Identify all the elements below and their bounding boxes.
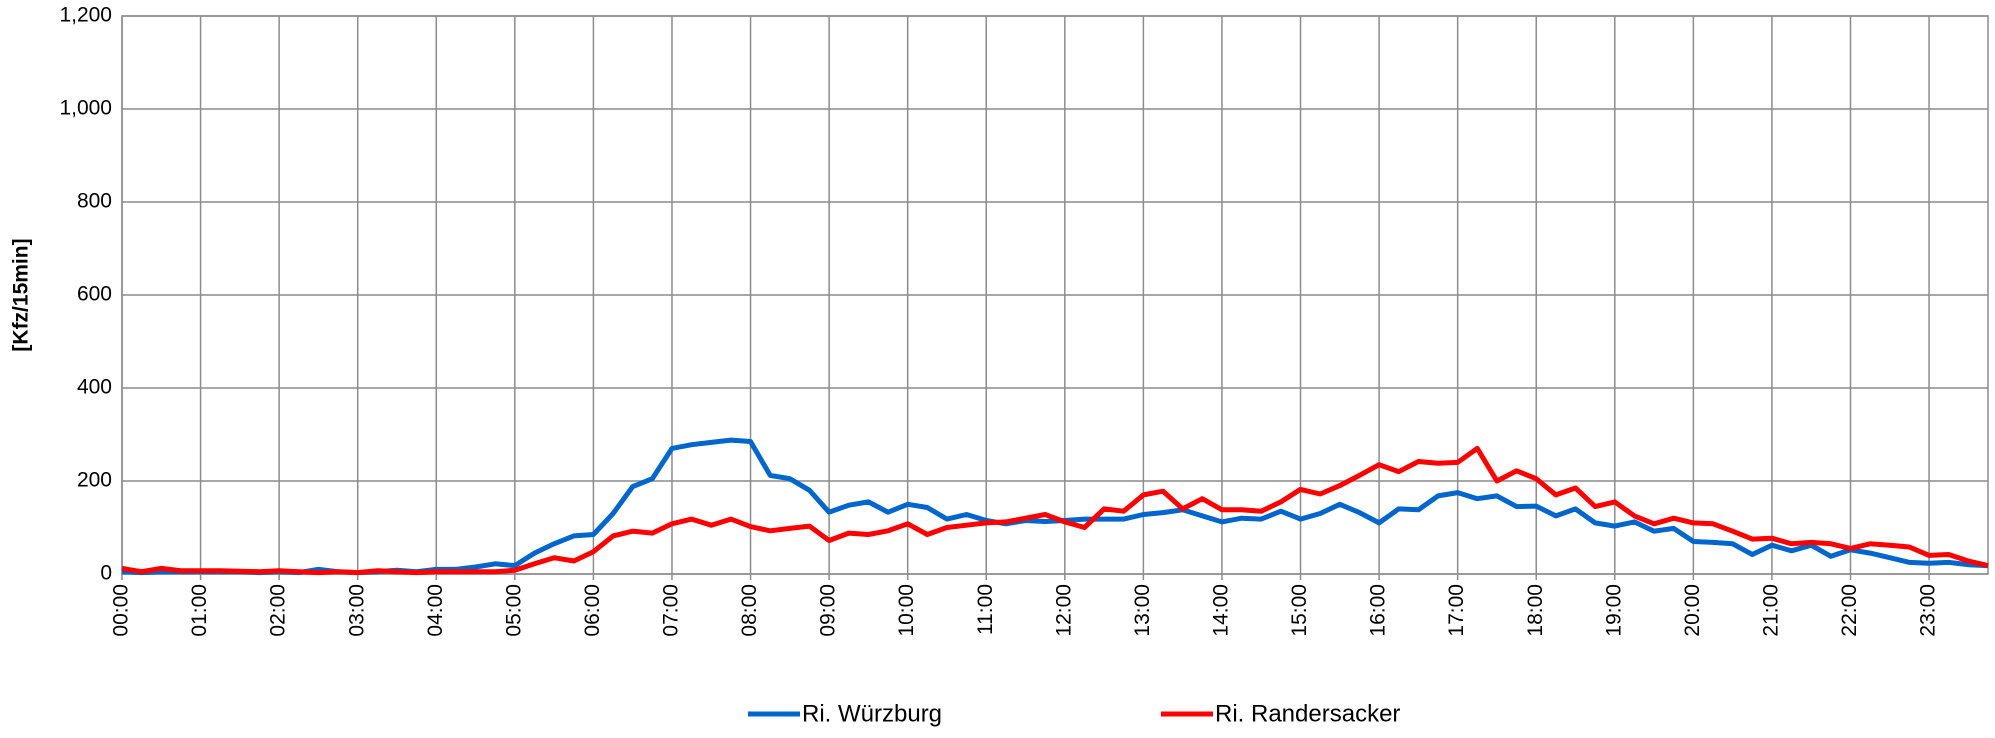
- x-tick-label: 16:00: [1367, 584, 1390, 637]
- plot-border: [121, 15, 1989, 575]
- data-line: [121, 437, 1989, 576]
- x-tick-label: 18:00: [1524, 584, 1547, 637]
- y-tick-label: 400: [77, 376, 112, 399]
- x-tick-label: 00:00: [110, 584, 133, 637]
- x-tick-label: 22:00: [1838, 584, 1861, 637]
- x-tick-label: 10:00: [895, 584, 918, 637]
- y-tick-label: 1,200: [59, 4, 112, 27]
- x-tick-label: 08:00: [738, 584, 761, 637]
- y-tick-label: 0: [100, 562, 112, 585]
- y-tick-label: 1,000: [59, 97, 112, 120]
- x-tick-label: 01:00: [188, 584, 211, 637]
- x-tick-label: 20:00: [1681, 584, 1704, 637]
- x-tick-label: 03:00: [345, 584, 368, 637]
- legend-label: Ri. Würzburg: [802, 700, 942, 727]
- x-tick-label: 07:00: [660, 584, 683, 637]
- y-tick-label: 600: [77, 283, 112, 306]
- x-tick-label: 13:00: [1131, 584, 1154, 637]
- y-axis-label: [Kfz/15min]: [10, 238, 33, 351]
- x-tick-label: 12:00: [1052, 584, 1075, 637]
- x-tick-label: 21:00: [1759, 584, 1782, 637]
- y-tick-label: 800: [77, 190, 112, 213]
- x-tick-label: 14:00: [1210, 584, 1233, 637]
- legend-label: Ri. Randersacker: [1215, 700, 1400, 727]
- x-tick-label: 05:00: [502, 584, 525, 637]
- y-tick-label: 200: [77, 469, 112, 492]
- x-tick-label: 11:00: [974, 584, 997, 635]
- x-tick-label: 15:00: [1288, 584, 1311, 637]
- x-tick-label: 02:00: [267, 584, 290, 637]
- x-tick-label: 09:00: [817, 584, 840, 637]
- data-line: [121, 445, 1989, 576]
- x-tick-label: 19:00: [1602, 584, 1625, 637]
- x-tick-label: 04:00: [424, 584, 447, 637]
- x-tick-label: 06:00: [581, 584, 604, 637]
- x-tick-label: 23:00: [1917, 584, 1940, 637]
- x-tick-label: 17:00: [1445, 584, 1468, 637]
